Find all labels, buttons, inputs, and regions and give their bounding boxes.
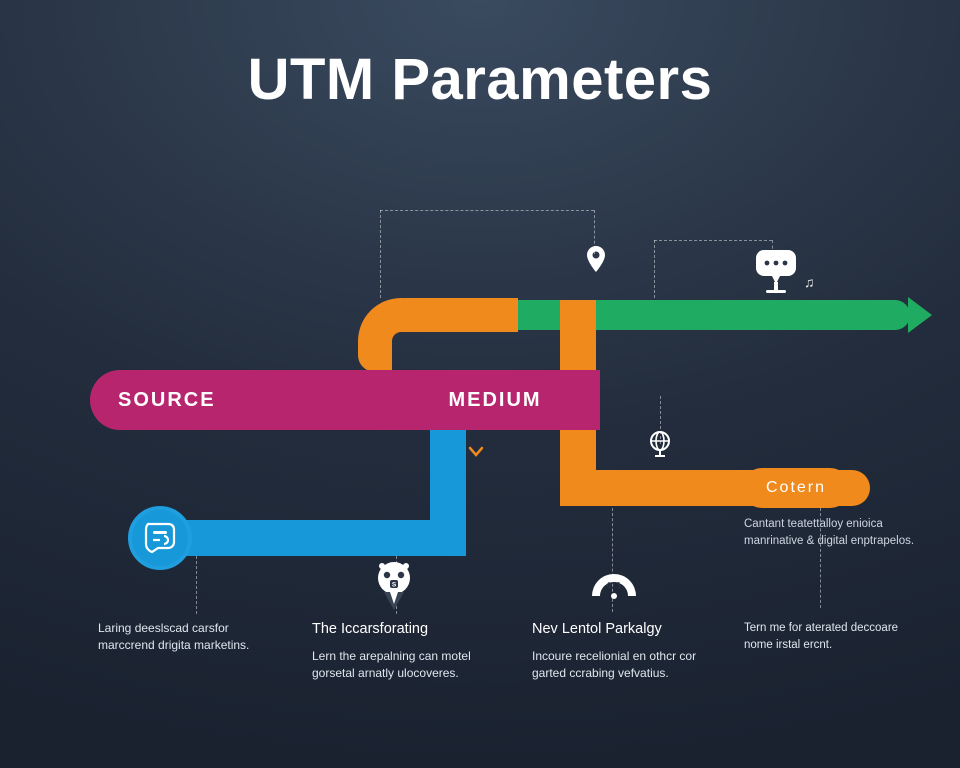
bot-icon: S bbox=[368, 560, 420, 614]
diagram-stage: SOURCE MEDIUM Cotern ♫ bbox=[0, 0, 960, 768]
flow-orange-curve bbox=[358, 298, 418, 372]
dash-5 bbox=[654, 240, 772, 241]
caption-3-title: Nev Lentol Parkalgy bbox=[532, 620, 717, 640]
caption-3: Nev Lentol Parkalgy Incoure recelionial … bbox=[532, 620, 717, 682]
svg-text:0/1: 0/1 bbox=[607, 581, 622, 590]
document-badge-icon bbox=[128, 506, 192, 570]
dash-4 bbox=[654, 240, 655, 298]
caption-1: Laring deeslscad carsfor marccrend drigi… bbox=[98, 620, 268, 655]
caption-4-body: Tern me for aterated deccoare nome irsta… bbox=[744, 620, 914, 653]
caption-3-body: Incoure recelionial en othcr cor garted … bbox=[532, 648, 717, 683]
caption-5: Cantant teatettalloy enioica manrinative… bbox=[744, 516, 919, 549]
gauge-icon: 0/1 bbox=[588, 566, 640, 602]
pin-icon bbox=[586, 246, 606, 272]
svg-text:S: S bbox=[392, 582, 397, 589]
flow-blue-h bbox=[164, 520, 464, 556]
caption-2-title: The Iccarsforating bbox=[312, 620, 492, 640]
flow-blue-elbow bbox=[430, 520, 466, 556]
pill-source: SOURCE bbox=[90, 370, 390, 430]
dash-2 bbox=[380, 210, 594, 211]
flow-green-arrowhead bbox=[908, 297, 932, 333]
pill-medium: MEDIUM bbox=[390, 370, 600, 430]
dash-1 bbox=[380, 210, 381, 298]
globe-icon bbox=[648, 430, 672, 458]
pill-cotern-label: Cotern bbox=[766, 479, 826, 497]
caption-1-body: Laring deeslscad carsfor marccrend drigi… bbox=[98, 620, 268, 655]
pill-cotern: Cotern bbox=[742, 468, 850, 508]
chat-icon bbox=[752, 248, 804, 296]
chevron-down-icon bbox=[468, 446, 484, 458]
caption-2: The Iccarsforating Lern the arepalning c… bbox=[312, 620, 492, 682]
music-icon: ♫ bbox=[804, 274, 815, 290]
caption-2-body: Lern the arepalning can motel gorsetal a… bbox=[312, 648, 492, 683]
caption-4: Tern me for aterated deccoare nome irsta… bbox=[744, 620, 914, 653]
caption-5-body: Cantant teatettalloy enioica manrinative… bbox=[744, 516, 919, 549]
pill-source-label: SOURCE bbox=[118, 389, 216, 412]
dash-7 bbox=[196, 556, 197, 614]
pill-medium-label: MEDIUM bbox=[448, 389, 541, 412]
